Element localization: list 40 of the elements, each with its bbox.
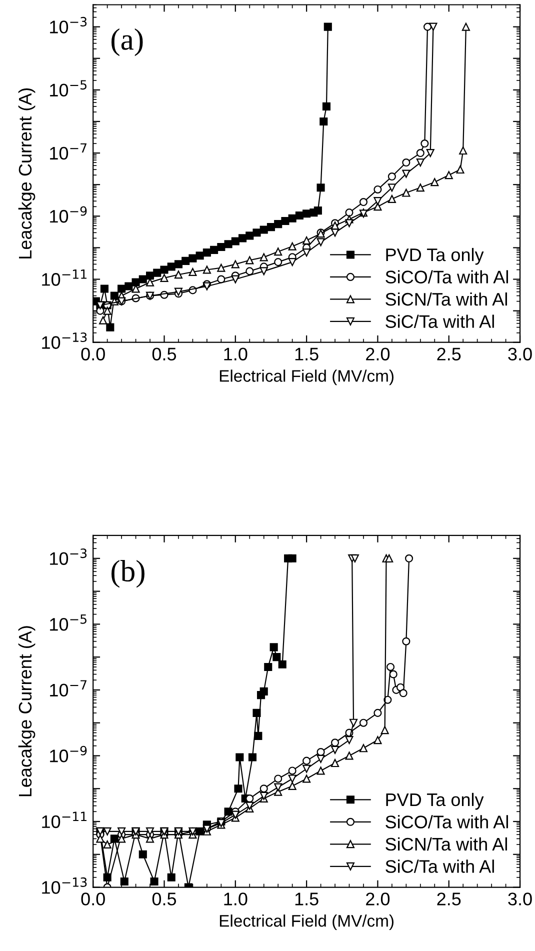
legend-label: SiC/Ta with Al [386,314,494,328]
x-tick-label: 1.0 [224,348,248,360]
x-tick-label: 2.5 [437,892,461,906]
y-tick-label: 10$^{−7}$ [50,143,86,160]
legend-label: SiCO/Ta with Al [386,815,508,828]
annotation: (a) [112,28,143,56]
x-tick-label: 2.0 [366,348,390,360]
legend-label: PVD Ta only [386,792,484,810]
y-tick-label: 10$^{−5}$ [50,614,86,631]
x-tick-label: 0.0 [81,892,105,906]
y-tick-label: 10$^{−3}$ [50,16,87,34]
x-tick-label: 2.0 [366,892,390,906]
x-tick-label: 3.0 [508,892,532,906]
x-tick-label: 1.5 [295,892,318,906]
y-tick-label: 10$^{−13}$ [42,877,87,894]
y-tick-label: 10$^{−7}$ [50,680,86,697]
x-tick-label: 1.5 [295,348,318,360]
y-tick-label: 10$^{−9}$ [50,206,87,223]
legend-label: SiCN/Ta with Al [386,292,507,306]
x-axis-title: Electrical Field (MV/cm) [220,370,394,386]
y-tick-label: 10$^{−11}$ [42,812,87,828]
y-axis-title: Leacakge Current (A) [18,88,36,258]
x-tick-label: 0.5 [152,348,176,360]
legend-label: SiCN/Ta with Al [386,837,507,851]
x-tick-label: 0.5 [152,892,176,906]
y-tick-label: 10$^{−3}$ [50,548,87,565]
legend-label: PVD Ta only [386,248,484,265]
y-tick-label: 10$^{−13}$ [42,332,87,349]
y-axis-title: Leacakge Current (A) [18,626,36,796]
y-tick-label: 10$^{−5}$ [50,80,86,97]
x-tick-label: 0.0 [81,348,105,360]
x-tick-label: 1.0 [224,892,248,906]
y-tick-label: 10$^{−11}$ [42,270,87,286]
annotation: (b) [112,560,144,588]
x-tick-label: 2.5 [437,348,461,360]
legend-label: SiCO/Ta with Al [386,270,508,284]
x-axis-title: Electrical Field (MV/cm) [220,914,394,930]
x-tick-label: 3.0 [508,348,532,360]
legend-label: SiC/Ta with Al [386,860,494,873]
y-tick-label: 10$^{−9}$ [50,746,87,762]
